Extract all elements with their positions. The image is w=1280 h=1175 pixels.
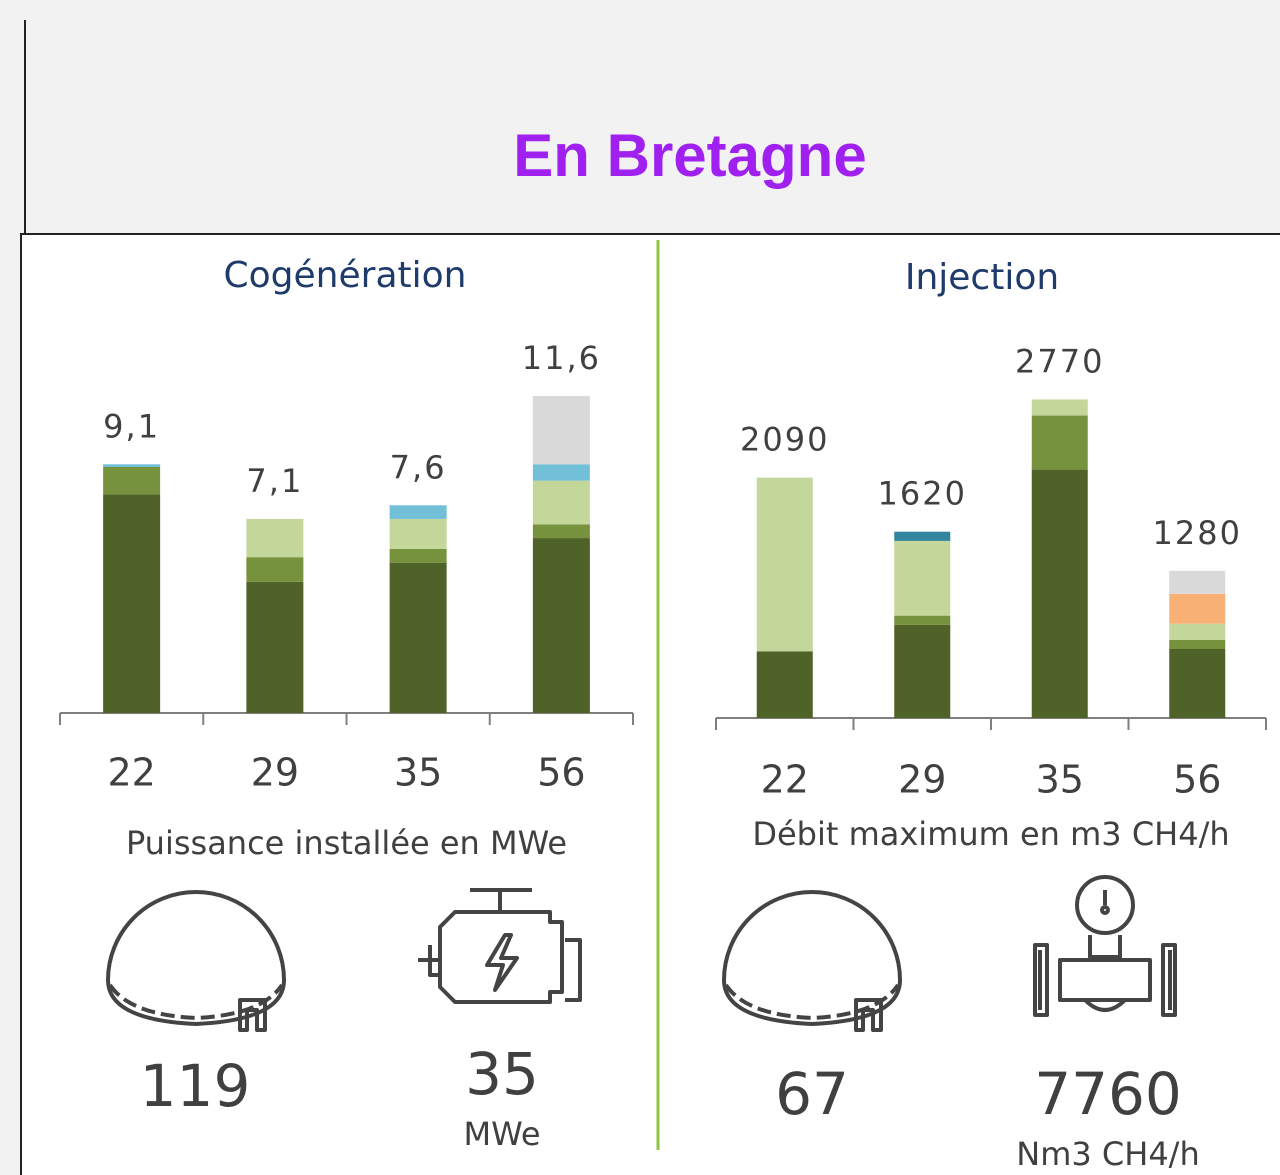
bar-segment <box>1169 570 1226 594</box>
bar-segment <box>1169 639 1226 649</box>
bar-segment <box>894 615 951 625</box>
total-label: 11,6 <box>522 339 601 377</box>
bar-segment <box>389 505 447 519</box>
x-tick-label: 35 <box>394 751 442 795</box>
x-axis-label: Débit maximum en m3 CH4/h <box>752 815 1229 853</box>
digester-icon <box>722 890 902 1032</box>
bar-segment <box>894 624 951 718</box>
x-tick-label: 29 <box>898 758 946 802</box>
stat-unit: Nm3 CH4/h <box>1016 1135 1199 1173</box>
x-tick-label: 29 <box>251 751 299 795</box>
x-tick-label: 22 <box>761 758 809 802</box>
flowmeter-icon <box>1033 875 1177 1017</box>
bar-segment <box>894 531 951 541</box>
x-axis-label: Puissance installée en MWe <box>126 824 567 862</box>
page-title: En Bretagne <box>513 122 866 189</box>
bar-segment <box>756 651 813 718</box>
total-label: 2090 <box>740 421 829 459</box>
bar-segment <box>532 395 590 465</box>
bar-segment <box>756 477 813 652</box>
bar-segment <box>1169 649 1226 718</box>
total-label: 9,1 <box>103 407 160 445</box>
bar-segment <box>103 467 161 495</box>
bar-segment <box>246 557 304 582</box>
bar-segment <box>894 540 951 616</box>
bar-segment <box>1031 415 1088 470</box>
stat-value: 7760 <box>1034 1060 1182 1128</box>
bar-segment <box>246 581 304 713</box>
x-tick-label: 56 <box>1173 758 1221 802</box>
bar-segment <box>389 562 447 713</box>
bar-segment <box>1169 593 1226 624</box>
total-label: 2770 <box>1015 342 1104 380</box>
x-tick-label: 56 <box>537 751 585 795</box>
total-label: 7,6 <box>390 448 447 486</box>
chart-title: Cogénération <box>224 255 467 296</box>
bar-segment <box>532 538 590 713</box>
bar-segment <box>1031 469 1088 718</box>
bar-segment <box>532 464 590 481</box>
bar-segment <box>532 480 590 525</box>
bar-segment <box>389 518 447 549</box>
stat-unit: MWe <box>463 1115 540 1153</box>
total-label: 1280 <box>1153 514 1242 552</box>
bar-segment <box>532 524 590 539</box>
stat-value: 119 <box>140 1052 251 1120</box>
stat-value: 67 <box>775 1060 849 1128</box>
x-tick-label: 22 <box>107 751 155 795</box>
digester-icon <box>106 890 286 1032</box>
stat-value: 35 <box>465 1040 539 1108</box>
bar-segment <box>389 549 447 563</box>
bar-segment <box>103 494 161 713</box>
total-label: 7,1 <box>246 462 303 500</box>
engine-icon <box>418 888 582 1004</box>
bar-segment <box>1031 399 1088 416</box>
total-label: 1620 <box>878 475 967 513</box>
bar-segment <box>246 518 304 558</box>
bar-segment <box>1169 623 1226 640</box>
x-tick-label: 35 <box>1036 758 1084 802</box>
bar-segment <box>103 464 161 467</box>
chart-title: Injection <box>905 257 1059 298</box>
